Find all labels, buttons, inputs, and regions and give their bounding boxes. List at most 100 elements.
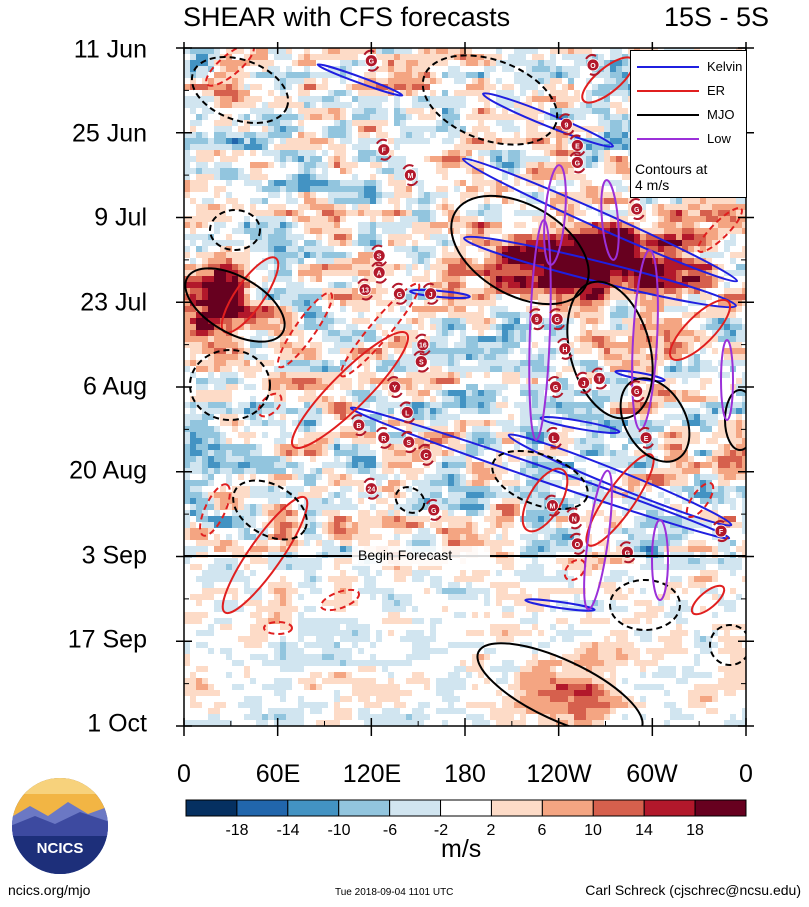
storm-swirl (569, 151, 586, 174)
x-tick-label: 120W (526, 760, 592, 788)
storm-marker: M (544, 494, 561, 517)
storm-swirl (638, 426, 654, 449)
y-tick-label: 25 Jun (71, 119, 147, 148)
storm-marker: S (400, 431, 417, 454)
legend-item-er: ER (631, 81, 746, 101)
x-tick-label: 120E (342, 760, 402, 788)
storm-marker: 9 (558, 113, 575, 136)
low-contour (583, 469, 613, 611)
kelvin-contour (349, 406, 731, 540)
er-contour (669, 299, 731, 361)
storm-label: B (356, 423, 361, 430)
storm-circle (586, 58, 600, 72)
mjo-contour (190, 56, 290, 124)
colorbar-units: m/s (441, 835, 482, 863)
colorbar-swatch (185, 799, 238, 817)
footer-url-link[interactable]: ncics.org/mjo (8, 882, 91, 898)
storm-label: L (405, 410, 410, 417)
storm-label: 24 (367, 487, 375, 494)
y-tick-label: 9 Jul (94, 203, 147, 232)
colorbar-swatch (643, 799, 696, 817)
colorbar-tick-label: 6 (537, 822, 547, 839)
storm-marker: G (425, 498, 442, 521)
storm-circle (403, 168, 417, 182)
storm-markers: G O 9 E G F M G S A 13 G J 9 G H 16 S J T G G Y L B R S C L E 24 G M N O G F (351, 49, 729, 564)
storm-circle (630, 384, 644, 398)
x-tick-label: 60E (255, 760, 301, 788)
storm-circle (558, 342, 572, 356)
storm-marker: 9 (528, 308, 545, 331)
low-contour (600, 179, 620, 261)
storm-marker: M (402, 164, 419, 187)
storm-swirl (400, 431, 417, 454)
footer-timestamp: Tue 2018-09-04 1101 UTC (335, 887, 454, 898)
storm-swirl (371, 261, 387, 284)
storm-label: 9 (535, 317, 539, 324)
storm-circle (549, 380, 562, 394)
storm-circle (364, 482, 378, 496)
mjo-contour (476, 642, 644, 726)
legend-swatch (637, 114, 699, 116)
contour-note-line: Contours at 4 m/s (635, 161, 708, 193)
storm-marker: H (557, 337, 573, 360)
storm-swirl (363, 49, 380, 72)
storm-swirl (569, 532, 586, 555)
storm-marker: G (363, 49, 380, 72)
storm-label: M (550, 504, 556, 511)
x-tick-label: 0 (739, 760, 753, 788)
colorbar-swatch (694, 799, 747, 817)
colorbar-tick-label: -2 (433, 822, 449, 839)
storm-circle (393, 287, 406, 301)
storm-label: 16 (419, 343, 427, 350)
storm-swirl (399, 401, 416, 424)
storm-circle (639, 431, 653, 445)
chart-title: SHEAR with CFS forecasts (183, 2, 511, 32)
begin-forecast-label: Begin Forecast (358, 547, 453, 563)
storm-circle (400, 406, 414, 419)
storm-marker: S (413, 350, 430, 373)
storm-circle (567, 511, 581, 525)
kelvin-contour (482, 92, 614, 148)
storm-marker: N (566, 507, 583, 530)
kelvin-contour (539, 416, 621, 434)
y-tick-label: 20 Aug (69, 456, 147, 485)
storm-circle (358, 283, 372, 296)
storm-marker: Y (386, 376, 403, 398)
storm-marker: E (638, 426, 654, 449)
storm-circle (364, 54, 378, 68)
storm-swirl (628, 198, 645, 221)
kelvin-contour (461, 157, 739, 283)
storm-circle (419, 448, 433, 462)
y-tick-label: 11 Jun (73, 35, 147, 64)
storm-circle (530, 312, 544, 326)
storm-marker: G (549, 308, 565, 331)
low-contour (543, 164, 567, 266)
storm-circle (547, 431, 561, 445)
legend-item-kelvin: Kelvin (631, 57, 746, 77)
y-tick-label: 1 Oct (87, 709, 147, 738)
legend-item-mjo: MJO (631, 105, 746, 125)
storm-label: T (597, 377, 602, 384)
storm-label: F (382, 148, 387, 155)
mjo-contour (450, 194, 590, 306)
storm-swirl (544, 494, 561, 517)
storm-swirl (528, 308, 545, 331)
er-contour (521, 467, 569, 533)
logo-emblem-icon (12, 778, 108, 874)
storm-label: C (423, 453, 428, 460)
legend-contour-note: Contours at 4 m/s (635, 161, 707, 193)
ncics-logo[interactable]: NCICS (10, 776, 110, 876)
storm-circle (377, 431, 391, 445)
colorbar-tick-label: -14 (276, 822, 300, 839)
er-contour (585, 453, 655, 547)
storm-label: G (554, 317, 560, 324)
storm-circle (571, 537, 584, 551)
storm-swirl (546, 426, 562, 449)
kelvin-contour (316, 63, 404, 97)
storm-swirl (575, 371, 592, 394)
mjo-contour (189, 349, 271, 421)
colorbar-tick-label: 10 (584, 822, 602, 839)
colorbar-swatch (287, 799, 340, 817)
storm-marker: L (546, 426, 562, 449)
